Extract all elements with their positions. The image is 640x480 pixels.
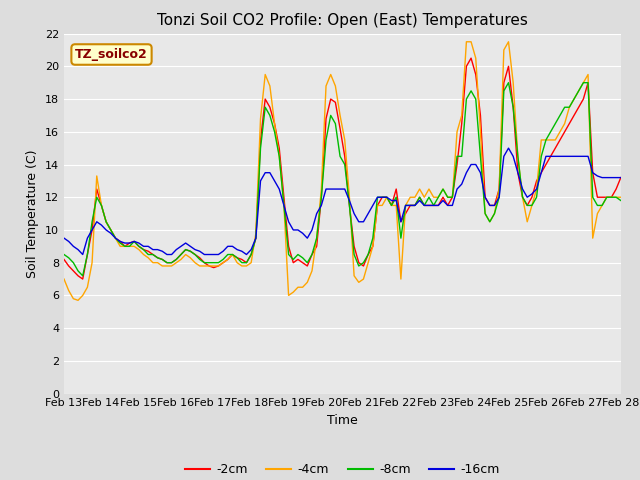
Line: -4cm: -4cm	[64, 42, 621, 300]
Y-axis label: Soil Temperature (C): Soil Temperature (C)	[26, 149, 39, 278]
-8cm	[60, 252, 68, 257]
-8cm	[509, 104, 517, 110]
-16cm	[617, 175, 625, 180]
-16cm	[182, 240, 189, 246]
-2cm	[617, 175, 625, 180]
-2cm	[374, 203, 381, 208]
-8cm	[607, 194, 615, 200]
-2cm	[509, 104, 517, 110]
-2cm	[214, 263, 222, 269]
-4cm	[182, 252, 189, 257]
-4cm	[617, 194, 625, 200]
Line: -2cm: -2cm	[64, 58, 621, 279]
-16cm	[505, 145, 513, 151]
-16cm	[449, 203, 456, 208]
-2cm	[607, 194, 615, 200]
Line: -8cm: -8cm	[64, 83, 621, 276]
Legend: -2cm, -4cm, -8cm, -16cm: -2cm, -4cm, -8cm, -16cm	[180, 458, 505, 480]
-4cm	[449, 194, 456, 200]
-4cm	[607, 194, 615, 200]
-16cm	[607, 175, 615, 180]
Title: Tonzi Soil CO2 Profile: Open (East) Temperatures: Tonzi Soil CO2 Profile: Open (East) Temp…	[157, 13, 528, 28]
-2cm	[79, 276, 86, 282]
X-axis label: Time: Time	[327, 414, 358, 427]
-2cm	[467, 55, 475, 61]
-16cm	[214, 252, 222, 257]
-4cm	[509, 80, 517, 85]
-2cm	[182, 247, 189, 252]
-4cm	[214, 263, 222, 269]
-2cm	[449, 194, 456, 200]
-8cm	[374, 194, 381, 200]
-4cm	[463, 39, 470, 45]
Line: -16cm: -16cm	[64, 148, 621, 254]
-4cm	[60, 276, 68, 282]
-8cm	[79, 273, 86, 279]
Text: TZ_soilco2: TZ_soilco2	[75, 48, 148, 61]
-16cm	[79, 252, 86, 257]
-8cm	[505, 80, 513, 85]
-16cm	[374, 194, 381, 200]
-8cm	[182, 247, 189, 252]
-8cm	[214, 260, 222, 265]
-2cm	[60, 256, 68, 262]
-16cm	[509, 154, 517, 159]
-8cm	[449, 194, 456, 200]
-4cm	[374, 203, 381, 208]
-8cm	[617, 198, 625, 204]
-16cm	[60, 235, 68, 241]
-4cm	[74, 298, 82, 303]
